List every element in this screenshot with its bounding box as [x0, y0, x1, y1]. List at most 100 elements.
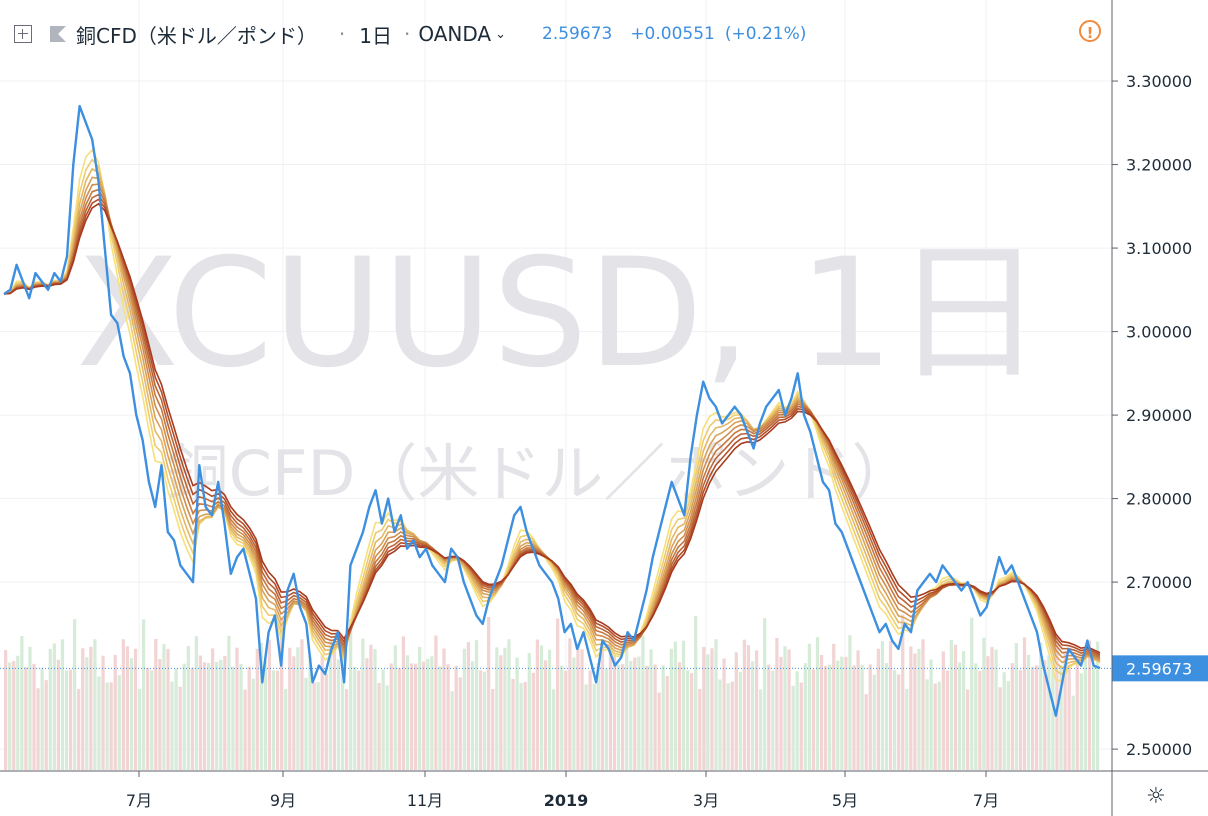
volume-bar: [271, 670, 276, 770]
volume-bar: [288, 647, 292, 770]
volume-bar: [633, 657, 637, 770]
y-tick-label: 3.00000: [1126, 323, 1192, 342]
exchange-label[interactable]: OANDA: [418, 22, 492, 46]
volume-bar: [783, 646, 787, 770]
volume-bar: [702, 646, 706, 770]
volume-bar: [430, 656, 434, 770]
volume-bar: [332, 645, 337, 770]
volume-bar: [413, 663, 418, 770]
x-tick-label: 5月: [832, 791, 858, 810]
volume-bar: [32, 663, 36, 770]
volume-bar: [681, 640, 686, 770]
volume-bar: [564, 670, 568, 770]
volume-bar: [202, 662, 207, 770]
x-tick-label: 11月: [407, 791, 443, 810]
volume-bar: [320, 653, 324, 770]
volume-bar: [799, 682, 803, 770]
volume-bar: [182, 663, 186, 770]
volume-bar: [1051, 657, 1055, 770]
volume-bar: [511, 678, 515, 770]
volume-bar: [572, 657, 576, 770]
volume-bar: [381, 669, 385, 770]
y-axis-ticks: 3.30000 3.20000 3.10000 3.00000 2.90000 2.800…: [1112, 72, 1192, 759]
volume-bar: [1055, 635, 1059, 770]
volume-bar: [990, 647, 994, 770]
price-line: [3, 104, 1101, 717]
volume-bar: [860, 664, 864, 770]
volume-bar: [316, 682, 320, 770]
x-axis-ticks: 7月 9月 11月 2019 3月 5月 7月: [126, 771, 999, 810]
symbol-flag-icon: [50, 26, 66, 42]
volume-bar: [243, 689, 247, 770]
volume-bar: [531, 672, 535, 770]
volume-bar: [495, 647, 499, 770]
volume-bar: [267, 639, 272, 770]
x-tick-label: 7月: [973, 791, 999, 810]
symbol-title[interactable]: 銅CFD（米ドル／ポンド）: [76, 23, 317, 48]
volume-bar: [491, 689, 495, 770]
header-change-pct: (+0.21%): [724, 24, 807, 44]
volume-bar: [422, 661, 426, 770]
volume-bar: [621, 664, 625, 770]
volume-bar: [568, 638, 572, 770]
volume-bar: [146, 668, 150, 770]
volume-bar: [966, 689, 970, 770]
volume-bar: [706, 654, 710, 770]
volume-bar: [442, 648, 446, 770]
volume-bar: [198, 655, 203, 770]
volume-bar: [64, 670, 69, 770]
volume-bar: [665, 676, 669, 770]
volume-bar: [16, 655, 20, 770]
watermark-name: 銅CFD（米ドル／ポンド）: [167, 437, 914, 510]
volume-bar: [685, 670, 690, 770]
volume-bar: [454, 665, 458, 770]
volume-bar: [803, 663, 807, 770]
volume-bar: [401, 636, 406, 770]
interval-label[interactable]: 1日: [359, 23, 392, 48]
volume-bars: [4, 614, 1100, 770]
volume-bar: [1022, 637, 1027, 770]
volume-bar: [296, 647, 300, 770]
grid-lines: [0, 0, 1112, 770]
volume-bar: [174, 668, 178, 770]
volume-bar: [750, 661, 755, 770]
volume-bar: [68, 669, 73, 770]
last-price-label: 2.59673: [1126, 659, 1192, 678]
volume-bar: [284, 689, 288, 770]
settings-gear-icon[interactable]: ☼: [1146, 784, 1166, 809]
volume-bar: [336, 659, 341, 770]
volume-bar: [848, 635, 852, 770]
volume-bar: [470, 661, 475, 770]
volume-bar: [361, 638, 365, 770]
volume-bar: [978, 670, 982, 770]
volume-bar: [304, 677, 308, 770]
volume-bar: [974, 663, 978, 770]
volume-bar: [823, 665, 828, 770]
alert-icon[interactable]: !: [1079, 20, 1101, 42]
volume-bar: [1071, 695, 1075, 770]
volume-bar: [653, 664, 657, 770]
volume-bar: [929, 659, 933, 770]
separator-dot: ·: [338, 22, 346, 46]
chevron-down-icon[interactable]: ⌄: [495, 26, 506, 42]
volume-bar: [722, 658, 726, 770]
volume-bar: [48, 648, 52, 770]
volume-bar: [357, 670, 361, 770]
y-tick-label: 3.10000: [1126, 239, 1192, 258]
volume-bar: [811, 669, 816, 770]
expand-icon[interactable]: [14, 25, 32, 43]
volume-bar: [754, 650, 759, 770]
volume-bar: [166, 648, 170, 770]
volume-bar: [580, 649, 584, 770]
volume-bar: [503, 647, 507, 770]
volume-bar: [600, 644, 604, 770]
volume-bar: [925, 679, 929, 770]
volume-bar: [1006, 681, 1010, 770]
y-tick-label: 2.50000: [1126, 740, 1192, 759]
volume-bar: [945, 670, 949, 770]
volume-bar: [677, 662, 682, 770]
last-price-marker: 2.59673: [0, 655, 1208, 682]
volume-bar: [844, 656, 848, 770]
volume-bar: [767, 664, 771, 770]
volume-bar: [730, 681, 734, 770]
